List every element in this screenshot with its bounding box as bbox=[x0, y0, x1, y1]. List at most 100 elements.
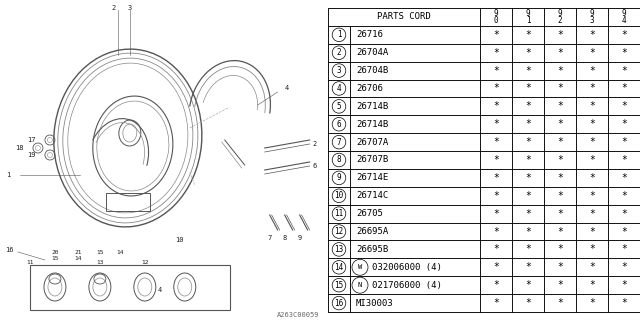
Bar bbox=[512, 80, 544, 97]
Bar bbox=[608, 44, 640, 62]
Bar bbox=[328, 294, 350, 312]
Text: 9: 9 bbox=[298, 235, 302, 241]
Text: 4: 4 bbox=[285, 85, 289, 91]
Bar bbox=[328, 205, 350, 223]
Text: 2: 2 bbox=[337, 48, 341, 57]
Bar bbox=[576, 223, 608, 240]
Bar bbox=[608, 294, 640, 312]
Bar bbox=[350, 80, 480, 97]
Text: *: * bbox=[589, 262, 595, 272]
Text: 8: 8 bbox=[282, 235, 287, 241]
Bar bbox=[512, 115, 544, 133]
Bar bbox=[576, 258, 608, 276]
Text: 4: 4 bbox=[337, 84, 341, 93]
Text: *: * bbox=[557, 66, 563, 76]
Bar bbox=[328, 8, 480, 26]
Bar bbox=[512, 294, 544, 312]
Text: *: * bbox=[525, 280, 531, 290]
Bar bbox=[350, 187, 480, 205]
Bar bbox=[328, 276, 350, 294]
Bar bbox=[576, 294, 608, 312]
Text: 2: 2 bbox=[557, 16, 563, 25]
Text: 0: 0 bbox=[493, 16, 499, 25]
Text: 9: 9 bbox=[557, 9, 563, 18]
Text: *: * bbox=[493, 48, 499, 58]
Text: 18: 18 bbox=[15, 145, 24, 151]
Text: *: * bbox=[621, 66, 627, 76]
Bar bbox=[480, 240, 512, 258]
Bar bbox=[480, 187, 512, 205]
Text: *: * bbox=[557, 191, 563, 201]
Text: *: * bbox=[621, 227, 627, 236]
Text: 1: 1 bbox=[337, 30, 341, 39]
Text: 10: 10 bbox=[175, 237, 183, 243]
Bar bbox=[512, 97, 544, 115]
Bar bbox=[576, 276, 608, 294]
Text: *: * bbox=[589, 30, 595, 40]
Text: 1: 1 bbox=[525, 16, 531, 25]
Bar bbox=[544, 276, 576, 294]
Text: 14: 14 bbox=[116, 251, 124, 255]
Text: 9: 9 bbox=[493, 9, 499, 18]
Text: 21: 21 bbox=[74, 251, 82, 255]
Text: *: * bbox=[557, 155, 563, 165]
Text: *: * bbox=[525, 119, 531, 129]
Bar bbox=[512, 151, 544, 169]
Text: 021706000 (4): 021706000 (4) bbox=[372, 281, 442, 290]
Text: *: * bbox=[493, 244, 499, 254]
Text: *: * bbox=[621, 30, 627, 40]
Bar bbox=[544, 240, 576, 258]
Bar bbox=[544, 115, 576, 133]
Text: PARTS CORD: PARTS CORD bbox=[377, 12, 431, 21]
Text: *: * bbox=[621, 298, 627, 308]
Bar bbox=[576, 187, 608, 205]
Text: *: * bbox=[557, 119, 563, 129]
Bar bbox=[480, 44, 512, 62]
Bar bbox=[328, 115, 350, 133]
Text: 7: 7 bbox=[337, 138, 341, 147]
Bar bbox=[608, 62, 640, 80]
Text: *: * bbox=[557, 84, 563, 93]
Text: *: * bbox=[493, 191, 499, 201]
Bar bbox=[328, 258, 350, 276]
Text: *: * bbox=[493, 209, 499, 219]
Text: *: * bbox=[621, 244, 627, 254]
Text: 9: 9 bbox=[525, 9, 531, 18]
Text: *: * bbox=[621, 155, 627, 165]
Text: *: * bbox=[589, 244, 595, 254]
Text: 11: 11 bbox=[334, 209, 344, 218]
Text: *: * bbox=[525, 209, 531, 219]
Bar bbox=[328, 240, 350, 258]
Text: *: * bbox=[525, 155, 531, 165]
Bar bbox=[608, 169, 640, 187]
Text: *: * bbox=[493, 119, 499, 129]
Bar bbox=[608, 151, 640, 169]
Bar bbox=[544, 80, 576, 97]
Text: 032006000 (4): 032006000 (4) bbox=[372, 263, 442, 272]
Text: 10: 10 bbox=[334, 191, 344, 200]
Text: *: * bbox=[557, 137, 563, 147]
Bar bbox=[544, 97, 576, 115]
Bar bbox=[608, 26, 640, 44]
Text: 15: 15 bbox=[96, 251, 104, 255]
Bar bbox=[328, 187, 350, 205]
Text: *: * bbox=[493, 137, 499, 147]
Bar bbox=[608, 187, 640, 205]
Bar bbox=[350, 223, 480, 240]
Bar bbox=[480, 258, 512, 276]
Bar bbox=[544, 44, 576, 62]
Text: 26714C: 26714C bbox=[356, 191, 388, 200]
Bar bbox=[328, 80, 350, 97]
Bar bbox=[544, 26, 576, 44]
Text: 13: 13 bbox=[96, 260, 104, 266]
Text: 9: 9 bbox=[337, 173, 341, 182]
Text: *: * bbox=[589, 298, 595, 308]
Bar bbox=[608, 115, 640, 133]
Bar bbox=[350, 26, 480, 44]
Text: 5: 5 bbox=[337, 102, 341, 111]
Text: *: * bbox=[557, 209, 563, 219]
Text: W: W bbox=[358, 264, 362, 270]
Text: *: * bbox=[589, 84, 595, 93]
Bar bbox=[544, 205, 576, 223]
Text: 26714E: 26714E bbox=[356, 173, 388, 182]
